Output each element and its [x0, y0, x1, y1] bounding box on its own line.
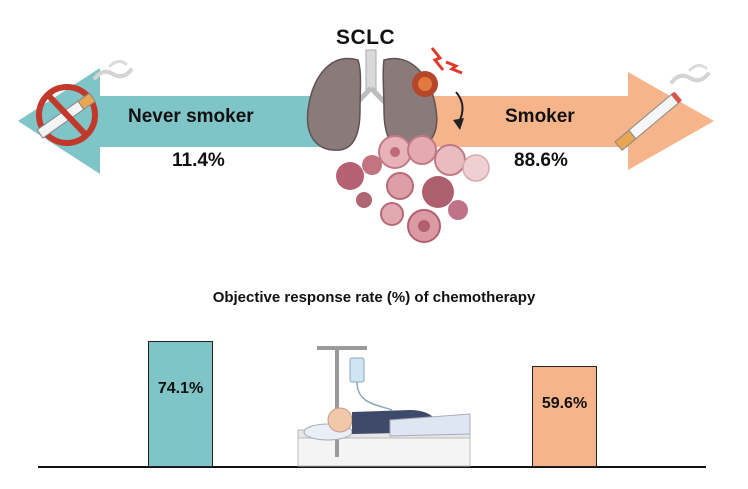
never-smoker-percent: 11.4%: [172, 150, 225, 171]
no-smoking-icon: [36, 59, 133, 146]
smoker-label: Smoker: [505, 106, 575, 127]
never-smoker-arrow: [18, 68, 320, 174]
tumor-cells-icon: [336, 135, 490, 243]
lungs-icon: [306, 47, 464, 151]
bar-value-label: 74.1%: [157, 379, 204, 397]
bar-smoker: 59.6%: [532, 365, 597, 467]
patient-iv-icon: [297, 346, 471, 467]
cigarette-icon: [614, 63, 710, 151]
never-smoker-label: Never smoker: [128, 106, 254, 127]
bar-value-label: 59.6%: [541, 395, 588, 413]
diagram-title: SCLC: [336, 26, 396, 49]
smoker-arrow: [420, 72, 714, 170]
bar-never-smoker: 74.1%: [148, 341, 213, 467]
chart-title: Objective response rate (%) of chemother…: [212, 289, 536, 306]
smoker-percent: 88.6%: [514, 150, 568, 171]
